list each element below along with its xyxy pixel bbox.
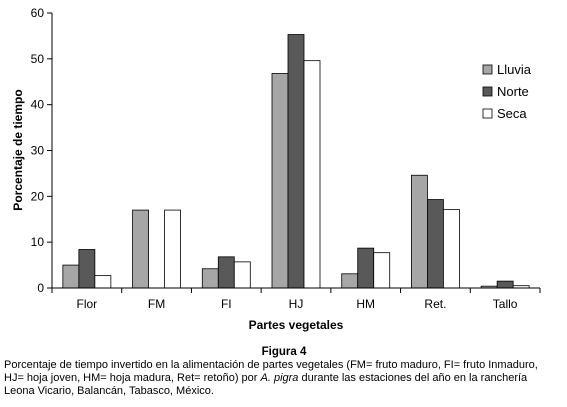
x-tick-label-2: FI xyxy=(221,297,232,311)
x-tick-label-6: Tallo xyxy=(493,297,518,311)
x-tick-label-5: Ret. xyxy=(424,297,446,311)
bar-norte-4 xyxy=(357,247,375,289)
legend-label-norte: Norte xyxy=(497,84,529,99)
figure-label: Figura 4 xyxy=(261,346,307,358)
y-tick-label-3: 30 xyxy=(31,144,45,158)
bar-norte-6 xyxy=(496,280,514,289)
legend-label-seca: Seca xyxy=(497,106,527,121)
legend-label-lluvia: Lluvia xyxy=(497,62,532,77)
y-tick-label-6: 60 xyxy=(31,6,45,20)
y-tick-label-1: 10 xyxy=(31,235,45,249)
legend-swatch-norte xyxy=(482,86,493,97)
caption-line-1: Porcentaje de tiempo invertido en la ali… xyxy=(4,359,538,371)
x-axis-title: Partes vegetales xyxy=(249,318,344,332)
bar-norte-5 xyxy=(427,199,444,289)
bars-group xyxy=(62,34,530,289)
bar-norte-2 xyxy=(217,256,235,289)
bar-lluvia-1 xyxy=(132,209,149,289)
x-tick-label-3: HJ xyxy=(289,297,304,311)
y-tick-label-4: 40 xyxy=(31,98,45,112)
bar-lluvia-3 xyxy=(271,73,289,289)
legend-swatch-lluvia xyxy=(482,64,493,75)
caption-text: Porcentaje de tiempo invertido en la ali… xyxy=(4,359,564,398)
legend-swatch-seca xyxy=(482,108,493,119)
bar-lluvia-5 xyxy=(411,174,428,289)
bar-seca-4 xyxy=(373,252,391,289)
figure-caption: Figura 4 Porcentaje de tiempo invertido … xyxy=(4,346,564,398)
bar-seca-5 xyxy=(443,209,460,289)
y-tick-label-5: 50 xyxy=(31,52,45,66)
bar-lluvia-4 xyxy=(341,273,359,289)
y-tick-label-0: 0 xyxy=(37,281,44,295)
y-axis-title: Porcentaje de tiempo xyxy=(11,89,25,210)
bar-chart: 0 10 20 30 40 50 60 Flor FM FI HJ HM Ret. Tallo Lluvi… xyxy=(11,6,541,332)
bar-seca-1 xyxy=(164,209,181,289)
bar-norte-3 xyxy=(287,34,305,289)
legend: Lluvia Norte Seca xyxy=(482,62,532,121)
bar-seca-0 xyxy=(94,275,112,289)
axes-group: 0 10 20 30 40 50 60 Flor FM FI HJ HM Ret. Tallo xyxy=(31,6,541,311)
caption-species: A. pigra xyxy=(260,372,299,384)
x-tick-label-4: HM xyxy=(356,297,375,311)
bar-lluvia-0 xyxy=(62,264,80,289)
caption-line-2b: durante las estaciones del año en la ran… xyxy=(301,372,528,384)
y-tick-label-2: 20 xyxy=(31,189,45,203)
bar-lluvia-2 xyxy=(201,268,219,289)
caption-line-2: HJ= hoja joven, HM= hoja madura, Ret= re… xyxy=(4,372,258,384)
bar-seca-2 xyxy=(233,261,251,289)
caption-line-3: Leona Vicario, Balancán, Tabasco, México… xyxy=(4,385,214,397)
bar-norte-0 xyxy=(78,249,96,289)
bar-seca-3 xyxy=(303,60,321,289)
x-tick-label-1: FM xyxy=(148,297,165,311)
x-tick-label-0: Flor xyxy=(77,297,98,311)
